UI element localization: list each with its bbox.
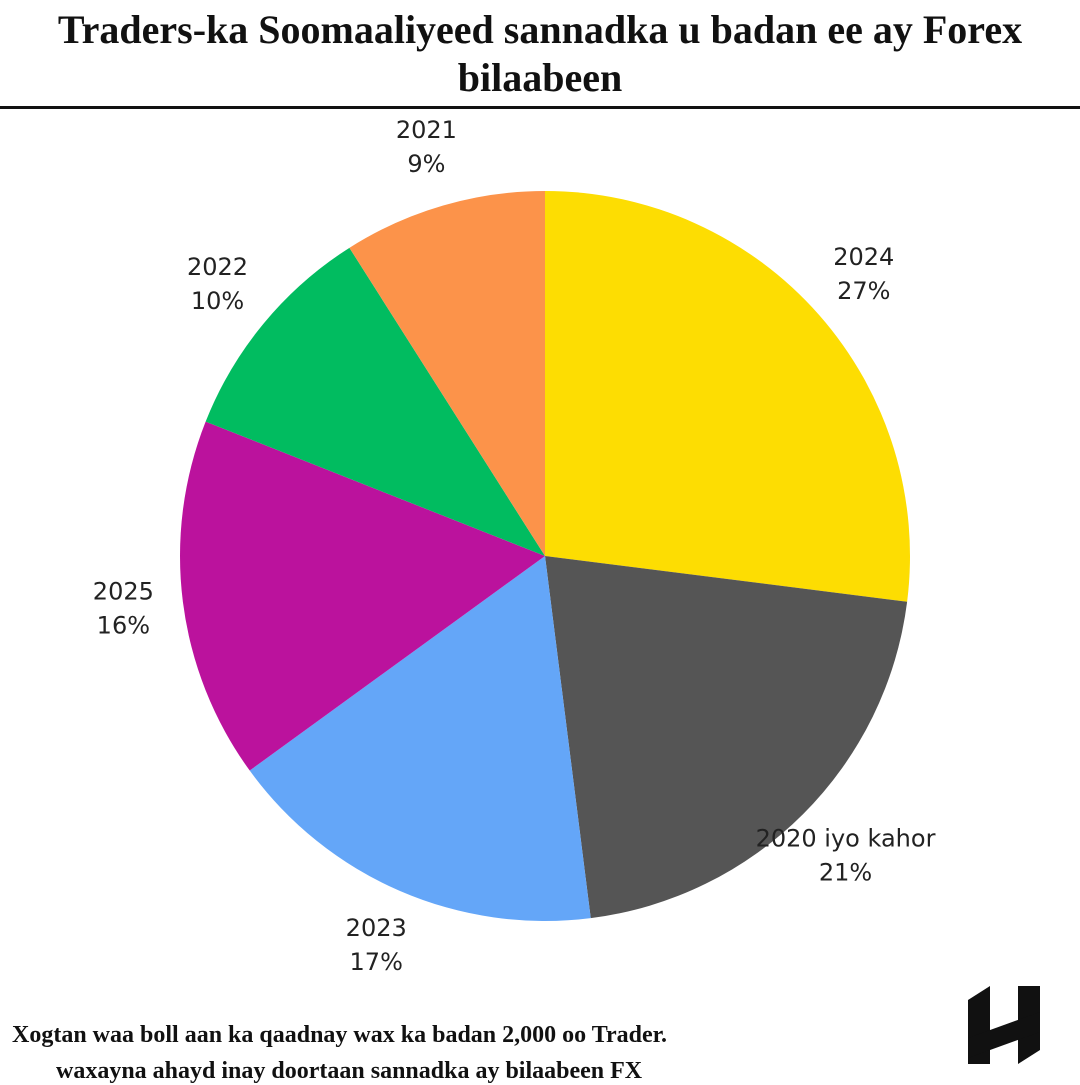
value-label: 9% [407,150,445,178]
title-rule [0,106,1080,109]
slice-label: 2022 [187,253,248,281]
pie-slice [180,421,546,771]
value-label: 16% [97,611,150,639]
pie-slice [249,556,591,921]
pie-slice [205,247,545,556]
footnote: waxayna ahayd inay doortaan sannadka ay … [56,1058,643,1084]
chart-title: Traders-ka Soomaaliyeed sannadka u badan… [57,7,1023,100]
value-label: 21% [819,859,872,887]
slice-label: 2023 [346,914,407,942]
value-label: 10% [191,287,244,315]
pie-slice [545,556,908,919]
slice-label: 2021 [396,116,457,144]
slice-label: 2024 [833,243,894,271]
value-label: 27% [837,277,890,305]
pie-slice [545,191,910,602]
value-label: 17% [350,948,403,976]
pie-slice [349,191,545,556]
slice-label: 2025 [93,577,154,605]
slice-label: 2020 iyo kahor [756,825,936,853]
logo [968,986,1040,1064]
footnote: Xogtan waa boll aan ka qaadnay wax ka ba… [12,1022,668,1048]
